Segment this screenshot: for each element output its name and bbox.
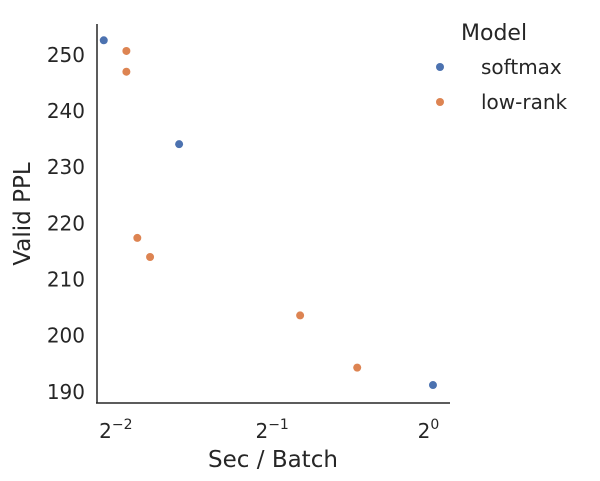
x-tick-exponent: 0 (430, 417, 439, 433)
x-tick-base: 2 (99, 419, 112, 443)
points-layer (99, 36, 437, 390)
x-axis-label: Sec / Batch (208, 447, 338, 473)
x-tick-base: 2 (418, 419, 431, 443)
data-point-low-rank (133, 233, 142, 242)
legend-label-low-rank: low-rank (481, 90, 568, 114)
y-tick-label: 220 (47, 211, 85, 235)
data-point-low-rank (122, 46, 131, 55)
y-tick-label: 250 (47, 43, 85, 67)
y-tick-label: 210 (47, 267, 85, 291)
x-tick-label: 20 (418, 417, 440, 443)
y-tick-label: 200 (47, 324, 85, 348)
data-point-softmax (428, 381, 437, 390)
legend-marker-softmax (436, 63, 444, 71)
data-point-low-rank (122, 67, 131, 76)
data-point-softmax (99, 36, 108, 45)
x-tick-exponent: −2 (112, 417, 133, 433)
x-tick-label: 2−1 (255, 417, 288, 443)
y-tick-label: 190 (47, 380, 85, 404)
data-point-low-rank (146, 253, 155, 262)
x-tick-exponent: −1 (268, 417, 289, 433)
legend: Model softmax low-rank (436, 21, 568, 114)
x-ticks: 2−2 2−1 20 (99, 417, 439, 443)
legend-title: Model (461, 21, 527, 46)
y-axis-label: Valid PPL (10, 162, 36, 265)
y-tick-label: 240 (47, 99, 85, 123)
y-tick-label: 230 (47, 155, 85, 179)
legend-marker-low-rank (436, 98, 444, 106)
data-point-low-rank (296, 311, 305, 320)
legend-entries: softmax low-rank (436, 55, 568, 114)
x-tick-base: 2 (255, 419, 268, 443)
y-ticks: 190 200 210 220 230 240 250 (47, 43, 85, 404)
data-point-softmax (175, 140, 184, 149)
data-point-low-rank (353, 363, 362, 372)
x-tick-label: 2−2 (99, 417, 132, 443)
legend-label-softmax: softmax (481, 55, 562, 79)
